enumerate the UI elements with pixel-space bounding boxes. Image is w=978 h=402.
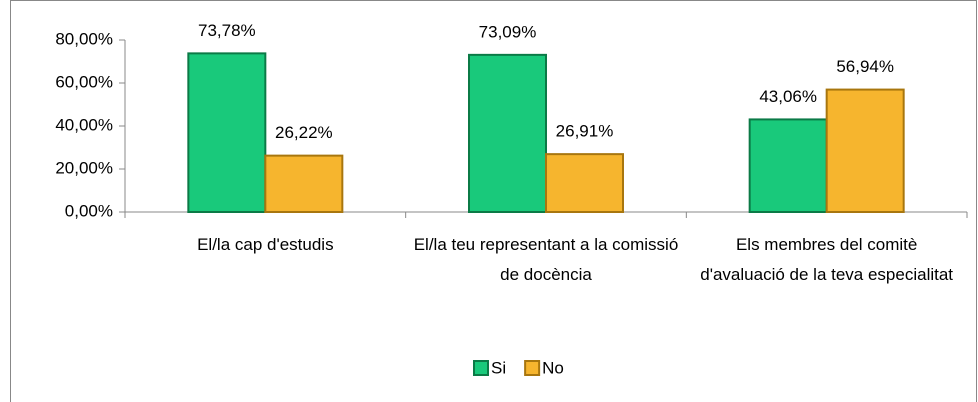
data-label: 26,22% (275, 123, 333, 142)
y-tick-label: 20,00% (55, 158, 113, 177)
x-tick-label: Els membres del comitè d'avaluació de la… (700, 235, 954, 284)
legend-label: No (542, 358, 564, 377)
bar (468, 53, 547, 213)
data-label: 56,94% (836, 57, 894, 76)
x-tick-label: El/la teu representant a la comissió de … (413, 235, 679, 284)
data-label: 73,78% (198, 21, 256, 40)
bar (748, 118, 828, 213)
y-tick-label: 40,00% (55, 115, 113, 134)
data-label: 73,09% (479, 22, 537, 41)
y-tick-label: 0,00% (65, 201, 113, 220)
legend-swatch (473, 360, 489, 376)
bar (545, 153, 624, 213)
data-label: 26,91% (556, 122, 614, 141)
data-label: 43,06% (759, 87, 817, 106)
x-tick-label: El/la cap d'estudis (197, 235, 334, 254)
y-tick-label: 60,00% (55, 72, 113, 91)
bar (187, 52, 267, 213)
y-tick-label: 80,00% (55, 29, 113, 48)
chart-border (10, 0, 977, 402)
legend-label: Si (491, 358, 506, 377)
bar (264, 154, 344, 213)
legend-swatch (524, 360, 541, 376)
bar (825, 88, 905, 213)
